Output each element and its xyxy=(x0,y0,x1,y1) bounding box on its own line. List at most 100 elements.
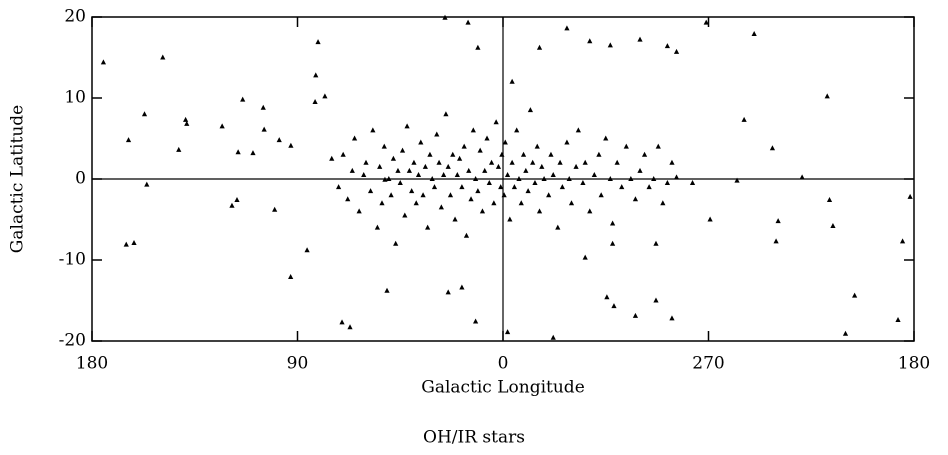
data-point xyxy=(340,151,346,157)
data-point xyxy=(632,312,639,318)
y-tick-label: 0 xyxy=(75,169,86,189)
data-point xyxy=(566,176,572,181)
data-point xyxy=(653,297,659,303)
data-point xyxy=(183,116,189,122)
data-point xyxy=(461,143,467,149)
data-point xyxy=(329,155,335,161)
x-tick-label: 180 xyxy=(76,354,108,374)
data-point xyxy=(623,143,629,149)
data-point xyxy=(628,176,634,181)
data-point xyxy=(518,200,524,206)
data-point xyxy=(852,292,858,298)
data-point xyxy=(660,200,666,206)
data-point xyxy=(381,143,387,149)
data-point xyxy=(655,143,661,149)
data-point xyxy=(141,111,148,117)
data-point xyxy=(673,174,680,180)
data-point xyxy=(447,192,454,198)
data-point xyxy=(651,176,657,181)
data-point xyxy=(397,180,403,186)
data-point xyxy=(465,19,471,25)
data-point xyxy=(664,43,670,49)
data-point xyxy=(473,318,479,324)
data-point xyxy=(523,167,529,173)
data-point xyxy=(406,167,412,173)
data-point xyxy=(431,184,438,190)
data-point xyxy=(604,294,610,300)
data-point xyxy=(664,180,670,186)
data-point xyxy=(614,159,620,165)
data-point xyxy=(596,151,602,157)
data-point xyxy=(445,163,451,169)
data-point xyxy=(536,44,543,50)
data-point xyxy=(470,127,476,133)
data-point xyxy=(234,197,240,203)
data-point xyxy=(386,176,392,181)
data-point xyxy=(607,176,613,181)
data-point xyxy=(313,72,319,78)
data-point xyxy=(312,99,318,105)
x-tick-label: 0 xyxy=(498,354,509,374)
data-point xyxy=(575,127,581,133)
data-point xyxy=(559,184,565,190)
data-point xyxy=(459,184,465,190)
data-point xyxy=(304,247,310,253)
data-point xyxy=(504,171,511,177)
data-point xyxy=(511,184,518,190)
data-point xyxy=(495,163,502,169)
data-point xyxy=(473,176,479,181)
data-point xyxy=(452,216,458,222)
data-point xyxy=(477,147,483,153)
data-point xyxy=(536,208,543,214)
data-point xyxy=(219,123,225,129)
data-point xyxy=(475,44,481,50)
data-point xyxy=(895,316,901,322)
data-point xyxy=(322,93,328,99)
data-point xyxy=(466,167,472,173)
y-axis-label: Galactic Latitude xyxy=(8,105,28,253)
data-point xyxy=(382,176,388,182)
data-point xyxy=(425,224,431,230)
data-point xyxy=(525,188,531,194)
data-point xyxy=(507,216,513,222)
data-point xyxy=(399,147,406,153)
data-point xyxy=(830,222,836,228)
data-point xyxy=(610,220,616,226)
y-tick-label: -10 xyxy=(59,250,86,270)
data-point xyxy=(564,25,570,31)
data-point xyxy=(420,192,426,198)
data-point xyxy=(272,206,278,212)
data-point xyxy=(598,192,604,198)
data-point xyxy=(641,151,648,157)
data-point xyxy=(587,208,593,214)
data-point xyxy=(799,174,805,180)
data-point xyxy=(436,159,442,165)
data-point xyxy=(653,240,659,246)
data-point xyxy=(619,184,625,190)
data-point xyxy=(349,167,355,173)
data-point xyxy=(509,159,515,165)
data-point xyxy=(580,180,586,186)
data-point xyxy=(582,159,588,165)
data-point xyxy=(404,123,410,129)
data-point xyxy=(541,176,547,181)
data-point xyxy=(607,42,613,48)
data-point xyxy=(501,192,507,198)
data-point xyxy=(459,284,465,290)
data-point xyxy=(468,196,474,202)
data-point xyxy=(413,200,419,206)
y-tick-label: -20 xyxy=(59,331,86,351)
data-point xyxy=(907,193,913,199)
data-point xyxy=(637,36,643,42)
data-point xyxy=(276,137,282,143)
data-point xyxy=(347,324,353,330)
data-point xyxy=(427,151,433,157)
data-point xyxy=(491,200,497,206)
x-tick-label: 270 xyxy=(692,354,724,374)
data-point xyxy=(363,159,369,165)
data-point xyxy=(824,93,830,99)
data-point xyxy=(516,176,522,181)
data-point xyxy=(429,176,435,181)
